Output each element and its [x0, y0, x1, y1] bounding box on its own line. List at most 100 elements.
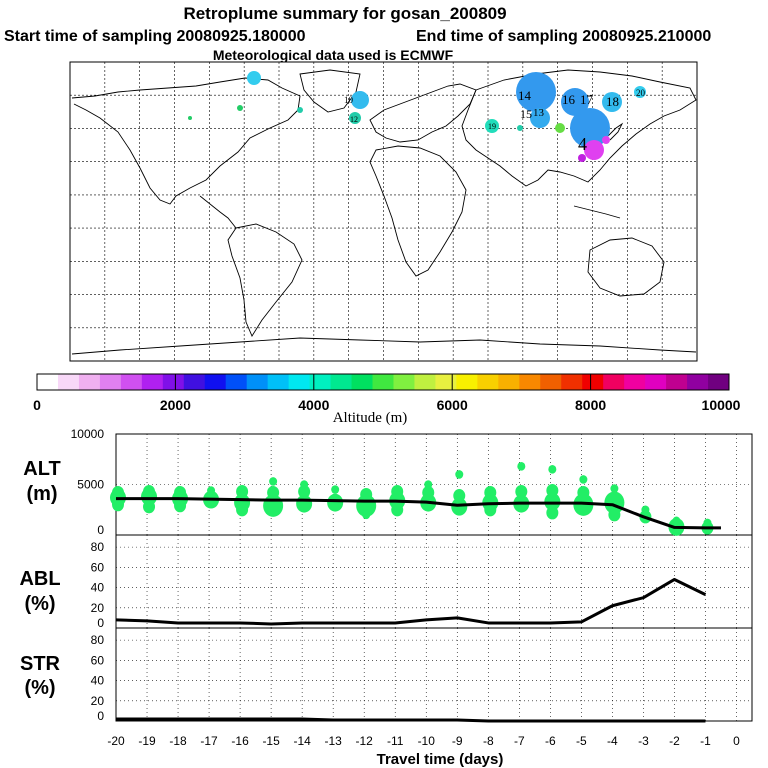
colorbar-cell: [267, 374, 290, 390]
x-tick-label: -9: [452, 734, 463, 748]
alt-scatter-point: [546, 483, 559, 498]
y-tick-label: 0: [97, 523, 104, 537]
plume-marker: [570, 108, 610, 148]
plume-marker: [530, 108, 550, 128]
x-tick-label: -11: [387, 734, 404, 748]
colorbar-title: Altitude (m): [333, 410, 408, 426]
y-tick-label: 60: [91, 560, 105, 574]
plume-marker: [561, 88, 589, 116]
x-tick-label: -14: [293, 734, 311, 748]
y-tick-label: 5000: [77, 478, 104, 492]
alt-series-line: [116, 497, 721, 530]
alt-scatter-point: [391, 503, 404, 517]
plume-label: 20: [636, 88, 646, 98]
alt-scatter-point: [362, 510, 371, 520]
plume-label: 17: [580, 92, 594, 107]
alt-scatter-point: [236, 484, 249, 499]
alt-scatter-point: [544, 492, 561, 511]
x-tick-label: 0: [733, 734, 740, 748]
colorbar-cell: [57, 374, 80, 390]
alt-scatter-point: [451, 497, 468, 516]
alt-scatter-point: [424, 480, 433, 489]
alt-scatter-point: [391, 484, 404, 499]
alt-scatter-point: [174, 485, 187, 500]
plume-label: 19: [488, 122, 496, 131]
colorbar-cell: [414, 374, 436, 390]
x-tick-label: -4: [607, 734, 618, 748]
plume-marker: [634, 86, 646, 98]
plume-marker: [188, 116, 192, 120]
colorbar-cell: [498, 374, 520, 390]
altitude-colorbar: 0 2000 4000 6000 8000 10000 Altitude (m): [33, 373, 741, 426]
alt-scatter-point: [610, 484, 619, 493]
y-tick-label: 80: [91, 633, 105, 647]
alt-scatter-point: [360, 488, 373, 502]
map-grid: [70, 62, 697, 361]
plume-marker: [247, 71, 261, 85]
plume-label: 4: [578, 134, 587, 154]
colorbar-cell: [37, 374, 59, 390]
str-series-line: [116, 717, 706, 723]
x-tick-label: -10: [418, 734, 436, 748]
alt-scatter-point: [143, 484, 156, 499]
start-time-label: Start time of sampling 20080925.180000: [4, 28, 306, 45]
plume-marker: [297, 107, 303, 113]
x-tick-label: -13: [324, 734, 342, 748]
colorbar-cell: [456, 374, 478, 390]
colorbar-tick-label: 4000: [298, 397, 329, 413]
plume-marker: [517, 125, 523, 131]
x-tick-label: -8: [483, 734, 494, 748]
alt-scatter-point: [517, 462, 526, 471]
alt-scatter-point: [579, 475, 588, 484]
y-tick-label: 20: [91, 601, 105, 615]
alt-panel-unit: (m): [26, 483, 57, 505]
alt-scatter-point: [269, 477, 278, 486]
x-tick-label: -7: [514, 734, 525, 748]
colorbar-cell: [477, 374, 499, 390]
x-tick-label: -12: [356, 734, 374, 748]
alt-scatter-point: [641, 505, 650, 515]
colorbar-cell: [204, 374, 227, 390]
abl-panel-frame: [115, 534, 753, 629]
plume-label: 14: [518, 88, 532, 103]
colorbar-cell: [687, 374, 709, 390]
alt-scatter-point: [546, 506, 559, 520]
colorbar-cell: [603, 374, 625, 390]
alt-scatter-point: [267, 485, 280, 500]
x-tick-label: -3: [638, 734, 649, 748]
y-tick-label: 10000: [71, 427, 105, 441]
colorbar-cells: [37, 374, 730, 390]
colorbar-cell: [162, 374, 185, 390]
colorbar-cell: [393, 374, 415, 390]
plume-marker: [584, 140, 604, 160]
colorbar-tick-label: 10000: [702, 397, 741, 413]
colorbar-tick-label: 8000: [575, 397, 606, 413]
alt-scatter-point: [484, 485, 497, 500]
colorbar-cell: [372, 374, 394, 390]
str-panel-frame: [115, 627, 753, 722]
alt-scatter-point: [236, 503, 249, 517]
plume-label: 18: [606, 94, 619, 109]
y-tick-label: 20: [91, 694, 105, 708]
x-tick-label: -15: [262, 734, 280, 748]
alt-scatter-point: [577, 485, 590, 500]
plume-marker: [351, 91, 369, 109]
y-tick-label: 40: [91, 581, 105, 595]
alt-scatter-point: [608, 508, 621, 522]
x-tick-label: -6: [545, 734, 556, 748]
colorbar-tick-label: 6000: [437, 397, 468, 413]
colorbar-cell: [78, 374, 101, 390]
coastlines: [71, 69, 697, 355]
alt-scatter-point: [112, 498, 124, 512]
plume-marker: [602, 136, 610, 144]
x-tick-label: -2: [669, 734, 680, 748]
figure-title: Retroplume summary for gosan_200809: [183, 4, 506, 23]
colorbar-cell: [330, 374, 353, 390]
colorbar-cell: [351, 374, 374, 390]
series-lines: [115, 497, 721, 723]
plume-marker: [516, 72, 556, 112]
colorbar-cell: [540, 374, 562, 390]
colorbar-cell: [624, 374, 646, 390]
